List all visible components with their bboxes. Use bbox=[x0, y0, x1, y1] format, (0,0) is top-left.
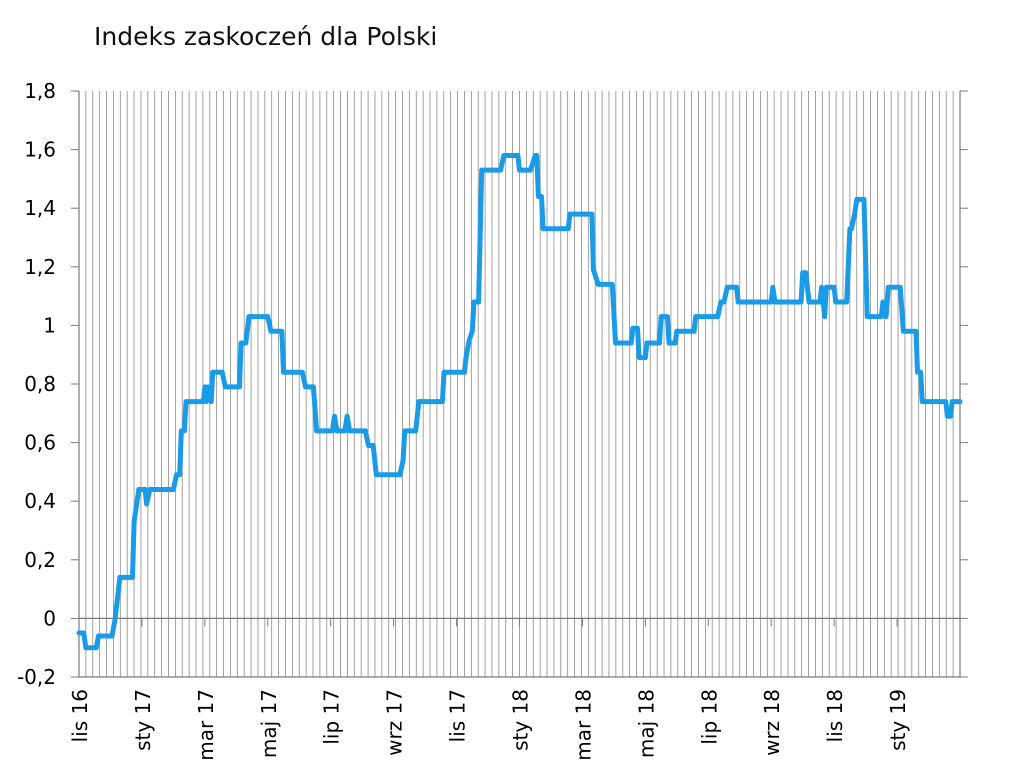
x-tick-label: sty 19 bbox=[886, 689, 910, 751]
x-tick-label: mar 17 bbox=[194, 689, 218, 761]
axes bbox=[78, 91, 961, 678]
y-tick-label: -0,2 bbox=[17, 665, 56, 689]
y-tick-label: 1 bbox=[43, 313, 56, 337]
x-tick-label: lip 17 bbox=[320, 689, 344, 745]
x-tick-label: lis 16 bbox=[68, 689, 92, 742]
x-tick-label: maj 18 bbox=[634, 689, 658, 758]
x-tick-label: sty 18 bbox=[509, 689, 533, 751]
x-tick-label: mar 18 bbox=[571, 689, 595, 761]
y-tick-label: 1,6 bbox=[24, 138, 56, 162]
y-tick-label: 0,4 bbox=[24, 489, 56, 513]
vertical-gridlines bbox=[78, 91, 961, 677]
x-tick-label: lis 18 bbox=[823, 689, 847, 742]
x-tick-label: maj 17 bbox=[257, 689, 281, 758]
y-tick-label: 1,2 bbox=[24, 255, 56, 279]
x-tick-label: wrz 17 bbox=[383, 689, 407, 756]
y-tick-label: 1,8 bbox=[24, 79, 56, 103]
x-tick-label: lip 18 bbox=[697, 689, 721, 745]
x-tick-label: wrz 18 bbox=[760, 689, 784, 756]
y-tick-label: 1,4 bbox=[24, 196, 56, 220]
x-tick-label: lis 17 bbox=[446, 689, 470, 742]
y-axis-tick-marks bbox=[71, 90, 968, 678]
y-tick-label: 0,8 bbox=[24, 372, 56, 396]
y-tick-label: 0 bbox=[43, 606, 56, 630]
series-line bbox=[76, 153, 963, 651]
y-tick-label: 0,6 bbox=[24, 431, 56, 455]
x-tick-label: sty 17 bbox=[131, 689, 155, 751]
y-tick-label: 0,2 bbox=[24, 548, 56, 572]
chart-title: Indeks zaskoczeń dla Polski bbox=[94, 22, 438, 51]
y-axis-tick-labels: -0,2 0 0,2 0,4 0,6 0,8 1 1,2 1,4 1,6 1,8 bbox=[17, 79, 56, 689]
series-layer bbox=[76, 153, 963, 651]
x-axis-tick-labels: lis 16 sty 17 mar 17 maj 17 lip 17 wrz 17 lis … bbox=[68, 689, 910, 761]
